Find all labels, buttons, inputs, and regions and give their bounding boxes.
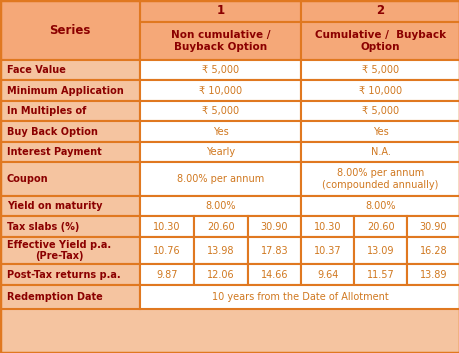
Text: 17.83: 17.83 [260,246,288,256]
Bar [301,101,459,121]
Text: Non cumulative /
Buyback Option: Non cumulative / Buyback Option [171,30,270,52]
Text: 10.30: 10.30 [153,222,180,232]
Bar [301,216,353,237]
Bar [140,142,301,162]
Text: 16.28: 16.28 [419,246,447,256]
Text: ₹ 10,000: ₹ 10,000 [199,86,242,96]
Bar [140,0,301,22]
Bar [140,22,301,60]
Bar [140,264,194,285]
Bar [140,237,194,264]
Bar [140,196,301,216]
Text: Series: Series [50,24,90,36]
Text: 20.60: 20.60 [366,222,394,232]
Text: Cumulative /  Buyback
Option: Cumulative / Buyback Option [314,30,445,52]
Text: 8.00%: 8.00% [205,201,235,211]
Text: Face Value: Face Value [7,65,66,75]
Bar [301,0,459,22]
Text: Interest Payment: Interest Payment [7,147,101,157]
Bar [301,60,459,80]
Text: ₹ 5,000: ₹ 5,000 [361,106,398,116]
Text: In Multiples of: In Multiples of [7,106,86,116]
Text: 8.00%: 8.00% [364,201,395,211]
Bar [140,216,194,237]
Bar [406,264,459,285]
Text: 11.57: 11.57 [366,270,394,280]
Text: 13.09: 13.09 [366,246,393,256]
Bar [247,237,301,264]
Text: 9.64: 9.64 [316,270,338,280]
Text: ₹ 5,000: ₹ 5,000 [202,65,239,75]
Bar [247,216,301,237]
Text: 10.30: 10.30 [313,222,341,232]
Text: ₹ 10,000: ₹ 10,000 [358,86,401,96]
Bar [140,162,301,196]
Bar [301,22,459,60]
Bar [353,216,406,237]
Text: Minimum Application: Minimum Application [7,86,123,96]
Bar [140,101,301,121]
Bar [0,80,140,101]
Text: 14.66: 14.66 [260,270,288,280]
Text: Yes: Yes [213,127,228,137]
Text: Tax slabs (%): Tax slabs (%) [7,222,79,232]
Bar [0,0,140,60]
Bar [353,237,406,264]
Bar [301,80,459,101]
Bar [140,121,301,142]
Bar [194,237,247,264]
Text: ₹ 5,000: ₹ 5,000 [361,65,398,75]
Text: 12.06: 12.06 [207,270,234,280]
Text: 30.90: 30.90 [260,222,288,232]
Bar [301,162,459,196]
Text: Yes: Yes [372,127,388,137]
Text: Effective Yield p.a.
(Pre-Tax): Effective Yield p.a. (Pre-Tax) [7,240,111,262]
Bar [301,264,353,285]
Bar [301,237,353,264]
Bar [353,264,406,285]
Text: 30.90: 30.90 [419,222,446,232]
Bar [247,264,301,285]
Bar [0,216,140,237]
Text: N.A.: N.A. [370,147,390,157]
Text: 9.87: 9.87 [156,270,178,280]
Bar [0,0,140,22]
Text: Redemption Date: Redemption Date [7,292,102,302]
Text: ₹ 5,000: ₹ 5,000 [202,106,239,116]
Bar [0,237,140,264]
Bar [194,264,247,285]
Text: 10.76: 10.76 [153,246,180,256]
Text: 8.00% per annum
(compounded annually): 8.00% per annum (compounded annually) [322,168,438,190]
Text: 1: 1 [216,5,224,17]
Text: Coupon: Coupon [7,174,48,184]
Bar [0,101,140,121]
Text: Yield on maturity: Yield on maturity [7,201,102,211]
Bar [140,60,301,80]
Bar [0,60,140,80]
Bar [140,285,459,309]
Text: 13.89: 13.89 [419,270,446,280]
Bar [0,285,140,309]
Text: 20.60: 20.60 [207,222,234,232]
Text: 8.00% per annum: 8.00% per annum [177,174,264,184]
Text: 2: 2 [376,5,384,17]
Bar [0,121,140,142]
Text: 10.37: 10.37 [313,246,341,256]
Bar [301,121,459,142]
Text: Buy Back Option: Buy Back Option [7,127,98,137]
Bar [0,142,140,162]
Bar [140,80,301,101]
Text: 13.98: 13.98 [207,246,234,256]
Bar [406,237,459,264]
Text: Post-Tax returns p.a.: Post-Tax returns p.a. [7,270,120,280]
Text: 10 years from the Date of Allotment: 10 years from the Date of Allotment [211,292,388,302]
Text: Yearly: Yearly [206,147,235,157]
Bar [406,216,459,237]
Bar [0,162,140,196]
Bar [0,264,140,285]
Bar [194,216,247,237]
Bar [301,196,459,216]
Bar [301,142,459,162]
Bar [0,196,140,216]
